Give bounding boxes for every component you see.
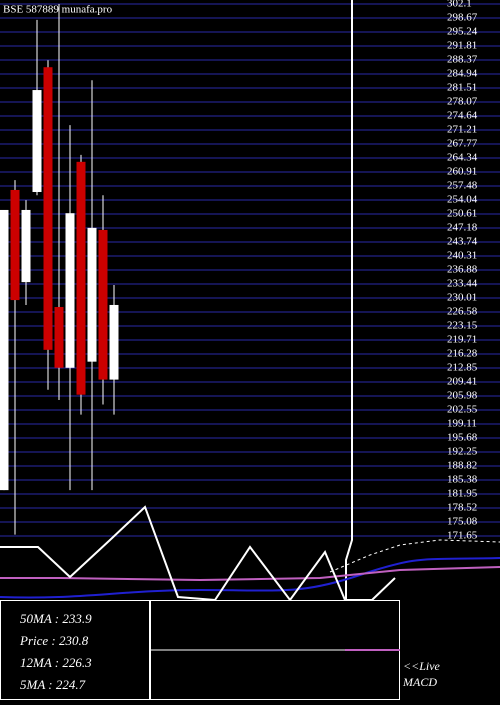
y-tick-label: 181.95 [447,488,478,500]
y-tick-label: 195.68 [447,432,478,444]
y-tick-label: 267.77 [447,138,478,150]
y-tick-label: 205.98 [447,390,478,402]
info-text: Price : 230.8 [19,633,89,648]
y-tick-label: 233.44 [447,278,478,290]
info-box [0,600,150,700]
info-text: 50MA : 233.9 [20,611,92,626]
candle-body [54,307,64,368]
info-text: 5MA : 224.7 [20,677,86,692]
ma-line [0,557,500,599]
y-tick-label: 171.65 [447,530,478,542]
candle-body [10,189,20,301]
y-tick-label: 212.85 [447,362,478,374]
y-tick-label: 236.88 [447,264,478,276]
y-tick-label: 284.94 [447,68,478,80]
candle-body [32,90,42,193]
y-tick-label: 192.25 [447,446,478,458]
live-label: <<Live [403,659,441,673]
y-tick-label: 250.61 [447,208,477,220]
ma-line [0,566,500,582]
candle-body [98,229,108,380]
y-tick-label: 178.52 [447,502,477,514]
y-tick-label: 260.91 [447,166,477,178]
y-tick-label: 209.41 [447,376,477,388]
y-tick-label: 219.71 [447,334,477,346]
y-tick-label: 223.15 [447,320,478,332]
y-tick-label: 298.67 [447,12,478,24]
candle-body [0,209,9,491]
y-tick-label: 264.34 [447,152,478,164]
candle-body [109,304,119,380]
candle-body [21,209,31,283]
y-tick-label: 295.24 [447,26,478,38]
candles [0,4,119,535]
y-tick-label: 278.07 [447,96,478,108]
y-tick-label: 175.08 [447,516,478,528]
y-tick-label: 288.37 [447,54,478,66]
info-text: 12MA : 226.3 [20,655,92,670]
candle-body [65,213,75,368]
y-tick-label: 202.55 [447,404,478,416]
y-tick-label: 243.74 [447,236,478,248]
y-tick-label: 199.11 [447,418,477,430]
y-tick-label: 247.18 [447,222,478,234]
y-tick-label: 291.81 [447,39,477,51]
y-tick-label: 274.64 [447,110,478,122]
chart-title: BSE 587889 munafa.pro [3,4,113,16]
y-tick-label: 254.04 [447,194,478,206]
candle-body [76,161,86,395]
y-tick-label: 271.21 [447,124,477,136]
y-tick-label: 216.28 [447,348,478,360]
y-tick-label: 188.82 [447,460,477,472]
y-tick-label: 240.31 [447,250,477,262]
y-tick-label: 281.51 [447,82,477,94]
y-tick-label: 230.01 [447,292,477,304]
y-tick-label: 226.58 [447,306,478,318]
candle-body [87,227,97,362]
live-label: MACD [402,675,437,689]
y-tick-label: 257.48 [447,180,478,192]
candle-body [43,67,53,350]
y-tick-label: 185.38 [447,474,478,486]
y-tick-label: 302.1 [447,0,472,10]
